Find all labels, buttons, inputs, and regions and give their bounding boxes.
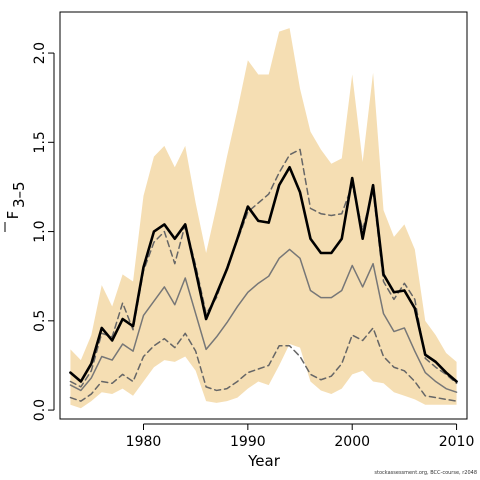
x-tick-label: 2000 <box>334 434 370 450</box>
x-tick-label: 1990 <box>230 434 266 450</box>
x-tick-label: 2010 <box>439 434 475 450</box>
plot-frame <box>59 11 468 420</box>
series-line-1 <box>69 166 458 383</box>
y-tick-label: 0.5 <box>32 310 48 332</box>
axes-layer: 1980 1990 2000 2010 0.0 0.5 1.0 1.5 2.0 <box>32 42 474 450</box>
series-line-4 <box>69 327 458 402</box>
x-axis-title: Year <box>247 452 281 470</box>
confidence-band <box>70 28 457 409</box>
y-axis-title-sub: 3–5 <box>10 181 28 208</box>
y-tick-label: 1.5 <box>32 131 48 153</box>
y-tick-label: 2.0 <box>32 42 48 64</box>
plot-layer <box>69 28 458 409</box>
y-axis-title-main: F <box>4 211 22 220</box>
series-line-3 <box>69 248 458 393</box>
y-tick-label: 1.0 <box>32 220 48 242</box>
y-tick-label: 0.0 <box>32 399 48 421</box>
y-axis-title: F 3–5 <box>4 181 28 219</box>
x-tick-label: 1980 <box>126 434 162 450</box>
credit-text: stockassessment.org, BCC-course, r2048 <box>374 470 477 476</box>
